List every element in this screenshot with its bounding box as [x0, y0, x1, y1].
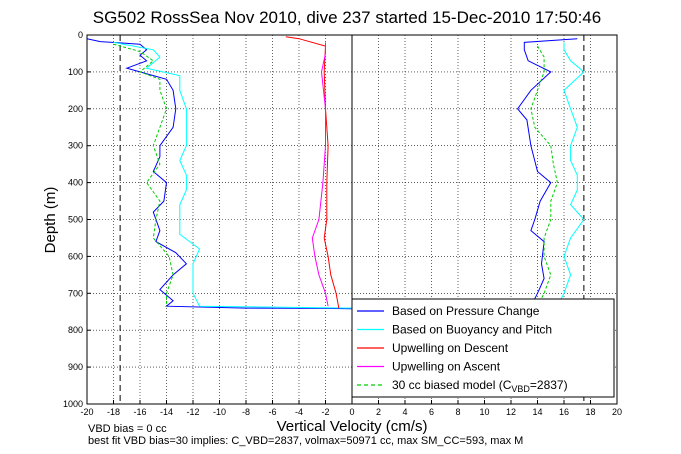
x-ticks: -20 -18 -16 -14 -12 -10 -8 -6 -4 -2 0 2 4 6 8 10 12 14 16 1… — [80, 400, 622, 417]
legend-entry-label: 30 cc biased model (C — [392, 378, 512, 392]
x-tick-label: 18 — [585, 407, 595, 417]
y-tick-label: 700 — [68, 288, 83, 298]
series-group — [86, 36, 585, 310]
x-tick-label: 12 — [506, 407, 516, 417]
series-line-ascent — [516, 38, 578, 307]
y-tick-label: 1000 — [63, 399, 83, 409]
y-tick-label: 800 — [68, 325, 83, 335]
x-axis-label: Vertical Velocity (cm/s) — [277, 418, 428, 435]
x-tick-label: 0 — [349, 407, 354, 417]
x-tick-label: -4 — [295, 407, 303, 417]
y-tick-label: 400 — [68, 178, 83, 188]
x-tick-label: 4 — [402, 407, 407, 417]
series-line-descent — [113, 43, 174, 307]
y-axis-label: Depth (m) — [42, 187, 59, 254]
x-tick-label: -8 — [242, 407, 250, 417]
x-tick-label: -6 — [268, 407, 276, 417]
chart-title: SG502 RossSea Nov 2010, dive 237 started… — [93, 8, 601, 27]
series-line-descent — [113, 41, 353, 309]
y-tick-label: 0 — [78, 30, 83, 40]
y-tick-label: 100 — [68, 67, 83, 77]
x-tick-label: -12 — [186, 407, 199, 417]
x-tick-label: 20 — [612, 407, 622, 417]
legend: Based on Pressure Change Based on Buoyanc… — [351, 298, 615, 398]
x-tick-label: -14 — [160, 407, 173, 417]
legend-entry-label: Upwelling on Descent — [392, 341, 509, 355]
series-line-ascent — [311, 42, 329, 307]
legend-entry-label: Upwelling on Ascent — [392, 360, 501, 374]
legend-entry-tail: =2837) — [530, 378, 568, 392]
footer-line-2: best fit VBD bias=30 implies: C_VBD=2837… — [88, 435, 523, 447]
legend-entry: Upwelling on Descent — [392, 341, 509, 355]
x-tick-label: 6 — [429, 407, 434, 417]
x-tick-label: 10 — [479, 407, 489, 417]
x-tick-label: -16 — [133, 407, 146, 417]
x-tick-label: 14 — [532, 407, 542, 417]
legend-entry: Based on Buoyancy and Pitch — [392, 323, 552, 337]
x-tick-label: -2 — [321, 407, 329, 417]
y-tick-label: 300 — [68, 141, 83, 151]
legend-entry: Based on Pressure Change — [392, 304, 540, 318]
x-tick-label: -10 — [213, 407, 226, 417]
series-line-ascent — [530, 45, 558, 307]
x-tick-label: -18 — [107, 407, 120, 417]
legend-entry: 30 cc biased model (CVBD=2837) — [392, 378, 568, 394]
footer-line-1: VBD bias = 0 cc — [88, 423, 167, 435]
y-ticks: 0 100 200 300 400 500 600 700 800 900 1000 — [63, 30, 91, 409]
legend-entry-label: Based on Pressure Change — [392, 304, 540, 318]
y-tick-label: 200 — [68, 104, 83, 114]
y-tick-label: 900 — [68, 362, 83, 372]
x-tick-label: 8 — [455, 407, 460, 417]
series-line-ascent — [556, 42, 585, 307]
legend-entry-label: Based on Buoyancy and Pitch — [392, 323, 552, 337]
legend-entry: Upwelling on Ascent — [392, 360, 501, 374]
series-line-descent — [86, 38, 353, 310]
x-tick-label: -20 — [80, 407, 93, 417]
legend-entry-subscript: VBD — [511, 384, 530, 394]
x-tick-label: 2 — [376, 407, 381, 417]
y-tick-label: 600 — [68, 251, 83, 261]
legend-box — [351, 298, 615, 398]
y-tick-label: 500 — [68, 215, 83, 225]
x-tick-label: 16 — [559, 407, 569, 417]
